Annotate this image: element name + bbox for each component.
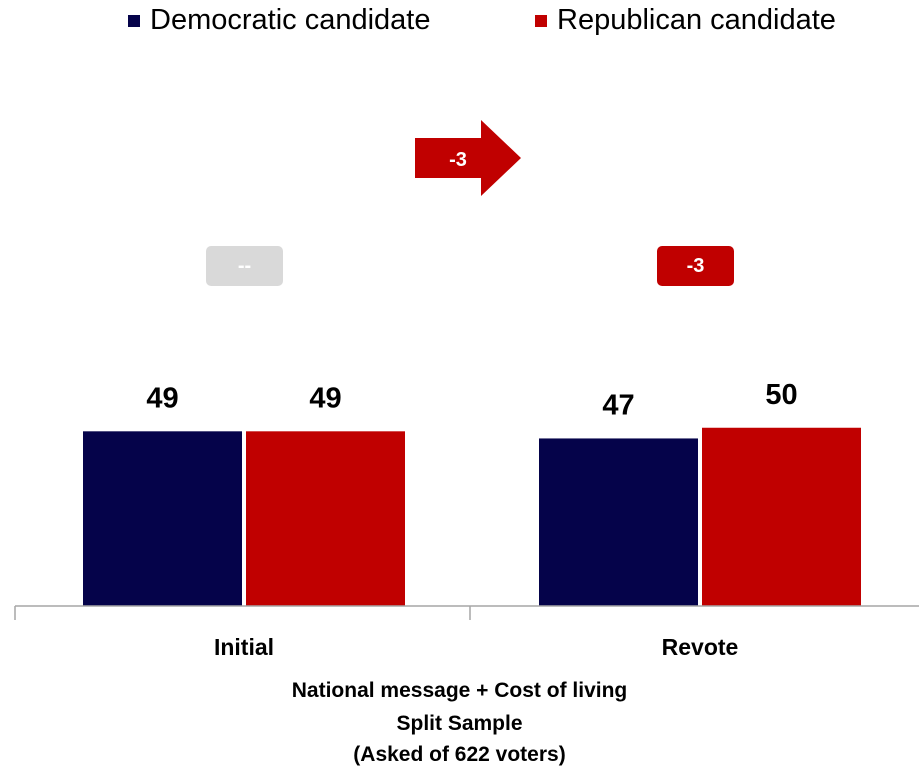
- data-label-initial-democratic: 49: [146, 382, 178, 414]
- caption-line-2: Split Sample: [396, 712, 523, 735]
- margin-badge-initial-label: --: [237, 254, 252, 277]
- legend-label-democratic: Democratic candidate: [150, 4, 431, 36]
- category-label-initial: Initial: [213, 634, 275, 660]
- category-label-revote: Revote: [661, 634, 739, 660]
- legend-item-republican: Republican candidate: [535, 4, 836, 37]
- bar-revote-democratic: [539, 438, 698, 606]
- legend-label-republican: Republican candidate: [557, 4, 836, 36]
- caption-line-3: (Asked of 622 voters): [353, 743, 566, 766]
- caption-line-1: National message + Cost of living: [291, 679, 628, 702]
- legend: Democratic candidate Republican candidat…: [0, 0, 919, 50]
- data-label-revote-democratic: 47: [602, 389, 634, 421]
- bar-initial-democratic: [83, 431, 242, 606]
- data-label-initial-republican: 49: [309, 382, 341, 414]
- shift-arrow-label: -3: [449, 149, 467, 171]
- legend-swatch-republican: [535, 14, 547, 27]
- margin-badge-initial: --: [206, 246, 283, 286]
- shift-arrow: [415, 120, 521, 196]
- bar-initial-republican: [246, 431, 405, 606]
- legend-item-democratic: Democratic candidate: [128, 4, 430, 37]
- data-label-revote-republican: 50: [765, 379, 797, 411]
- legend-swatch-democratic: [128, 14, 140, 27]
- margin-badge-revote-label: -3: [686, 254, 705, 277]
- margin-badge-revote: -3: [657, 246, 734, 286]
- bar-revote-republican: [702, 427, 861, 606]
